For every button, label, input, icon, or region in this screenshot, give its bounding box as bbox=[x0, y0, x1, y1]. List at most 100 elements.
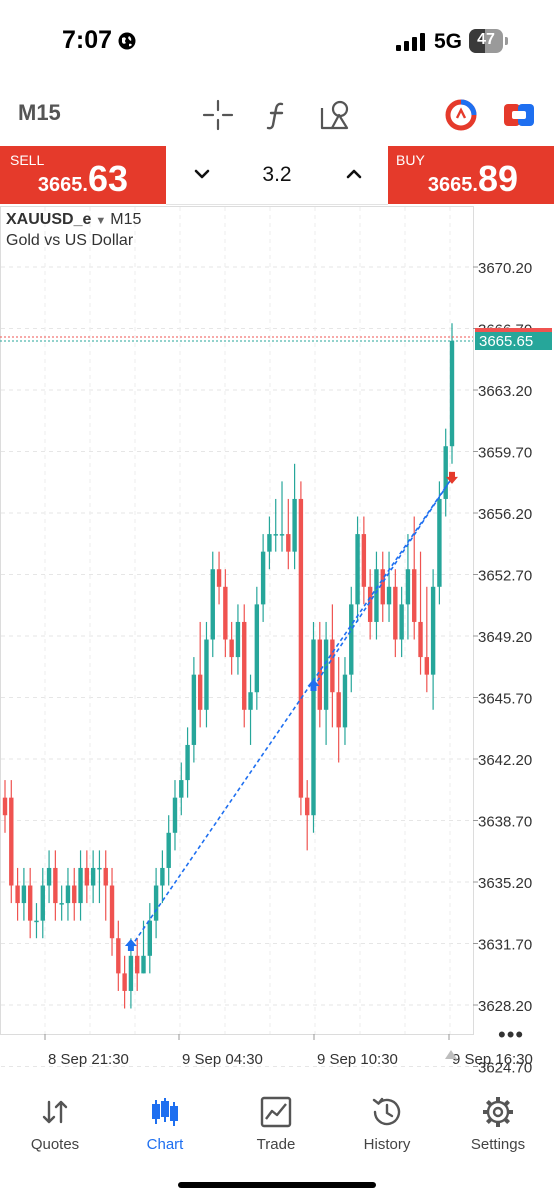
candle-body bbox=[317, 639, 322, 710]
nav-quotes[interactable]: Quotes bbox=[0, 1094, 110, 1154]
symbol-description: Gold vs US Dollar bbox=[6, 232, 134, 249]
candle-body bbox=[9, 797, 14, 886]
x-tick-label: 9 Sep 04:30 bbox=[182, 1051, 263, 1068]
x-tick-label: 9 Sep 16:30 bbox=[452, 1051, 533, 1068]
history-clock-icon bbox=[372, 1097, 401, 1126]
candle-body bbox=[323, 639, 329, 710]
buy-marker-arrow bbox=[307, 678, 320, 691]
candle-body bbox=[46, 867, 52, 886]
candlestick-chart-icon bbox=[152, 1098, 178, 1126]
buy-marker-arrow bbox=[124, 939, 137, 952]
objects-icon[interactable] bbox=[318, 98, 352, 132]
y-tick-label: 3659.70 bbox=[478, 445, 532, 462]
x-tick-label: 9 Sep 10:30 bbox=[317, 1051, 398, 1068]
candle-body bbox=[128, 955, 134, 991]
candle-body bbox=[304, 797, 310, 816]
candle-body bbox=[15, 885, 20, 904]
price-chart[interactable]: 3670.203666.703663.203659.703656.203652.… bbox=[0, 206, 554, 1090]
candle-body bbox=[166, 832, 171, 868]
candle-body bbox=[254, 604, 260, 693]
trade-connection-line bbox=[130, 477, 453, 948]
candle-body bbox=[147, 920, 153, 956]
candle-body bbox=[116, 938, 121, 974]
candle-body bbox=[103, 867, 108, 886]
candlestick-chart[interactable]: 3670.203666.703663.203659.703656.203652.… bbox=[0, 206, 554, 1090]
candle-body bbox=[355, 534, 360, 605]
volume-increase-chevron-up-icon[interactable] bbox=[344, 164, 364, 184]
indicators-icon[interactable] bbox=[260, 98, 294, 132]
candle-body bbox=[424, 657, 430, 675]
candle-body bbox=[386, 586, 392, 605]
y-tick-label: 3624.70 bbox=[478, 1060, 532, 1077]
status-time: 7:07 bbox=[62, 26, 113, 54]
sell-price-main: 3665. bbox=[37, 174, 88, 196]
volume-decrease-chevron-down-icon[interactable] bbox=[192, 164, 212, 184]
nav-settings[interactable]: Settings bbox=[443, 1094, 553, 1154]
candle-body bbox=[311, 639, 316, 816]
candle-body bbox=[393, 586, 398, 640]
network-type: 5G bbox=[434, 30, 463, 53]
volume-control: 3.2 bbox=[166, 146, 388, 205]
candle-body bbox=[229, 639, 234, 658]
candle-body bbox=[380, 569, 385, 605]
trade-graph-icon bbox=[260, 1096, 292, 1128]
candle-body bbox=[122, 973, 127, 991]
candle-body bbox=[430, 586, 436, 675]
sell-button[interactable]: SELL 3665.63 bbox=[0, 146, 166, 204]
buy-label: BUY bbox=[396, 152, 425, 168]
volume-value[interactable]: 3.2 bbox=[262, 163, 292, 186]
trade-toggle-icon[interactable] bbox=[502, 98, 536, 132]
candle-body bbox=[135, 955, 140, 974]
chart-toolbar: M15 bbox=[0, 88, 554, 140]
y-tick-label: 3663.20 bbox=[478, 383, 532, 400]
candle-body bbox=[242, 621, 247, 710]
candle-body bbox=[443, 446, 448, 499]
candle-body bbox=[65, 885, 71, 904]
current-price-tag bbox=[475, 332, 552, 350]
settings-gear-icon bbox=[483, 1097, 513, 1127]
current-price-label: 3665.65 bbox=[479, 333, 533, 350]
candle-body bbox=[40, 885, 45, 921]
symbol-timeframe: M15 bbox=[110, 211, 142, 228]
nav-quotes-label: Quotes bbox=[30, 1136, 80, 1153]
symbol-dropdown-icon[interactable]: ▼ bbox=[95, 215, 107, 227]
nav-settings-label: Settings bbox=[470, 1136, 526, 1153]
candle-body bbox=[185, 744, 190, 781]
one-click-trading-icon[interactable] bbox=[444, 98, 478, 132]
candle-body bbox=[418, 621, 423, 658]
candle-body bbox=[367, 586, 373, 622]
nav-chart[interactable]: Chart bbox=[110, 1094, 220, 1154]
buy-button[interactable]: BUY 3665.89 bbox=[388, 146, 554, 204]
candle-body bbox=[197, 674, 203, 710]
quotes-arrows-icon bbox=[42, 1100, 68, 1124]
candle-body bbox=[109, 885, 115, 939]
more-options-icon[interactable]: ••• bbox=[498, 1022, 525, 1047]
x-tick-label: 8 Sep 21:30 bbox=[48, 1051, 129, 1068]
chart-symbol-header: XAUUSD_e ▼ M15 bbox=[6, 211, 141, 229]
timeframe-button[interactable]: M15 bbox=[18, 100, 61, 125]
crosshair-icon[interactable] bbox=[201, 98, 235, 132]
candle-body bbox=[279, 534, 285, 536]
sell-label: SELL bbox=[10, 152, 45, 168]
candle-body bbox=[374, 569, 379, 622]
nav-trade[interactable]: Trade bbox=[221, 1094, 331, 1154]
battery-icon: 47 bbox=[469, 29, 509, 53]
candle-body bbox=[53, 867, 58, 904]
candle-body bbox=[273, 534, 278, 536]
candle-body bbox=[399, 604, 404, 640]
bottom-navigation: Quotes Chart Trade History bbox=[0, 1090, 554, 1200]
buy-price: 3665.89 bbox=[428, 158, 518, 200]
candle-body bbox=[216, 569, 222, 587]
home-indicator bbox=[178, 1182, 376, 1188]
nav-history[interactable]: History bbox=[332, 1094, 442, 1154]
y-tick-label: 3635.20 bbox=[478, 875, 532, 892]
candle-body bbox=[248, 692, 253, 710]
candle-body bbox=[235, 621, 241, 658]
sell-price-pips: 63 bbox=[87, 158, 128, 199]
sell-price: 3665.63 bbox=[38, 158, 128, 200]
candle-body bbox=[437, 498, 442, 587]
ask-price-tag bbox=[475, 328, 552, 332]
candle-body bbox=[405, 569, 411, 605]
chart-shift-marker bbox=[445, 1050, 457, 1059]
candle-body bbox=[286, 534, 291, 552]
